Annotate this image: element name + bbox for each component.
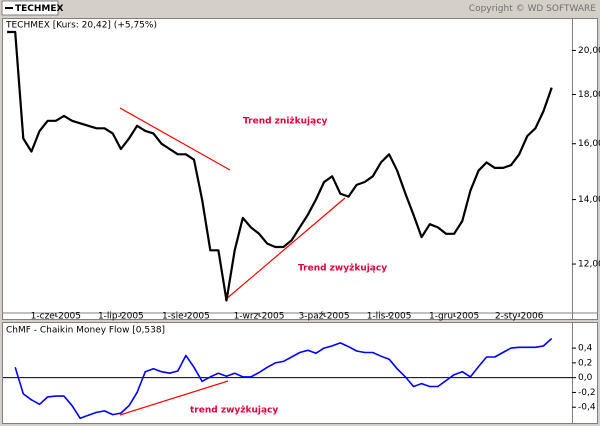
x-tick-label: 1-sie-2005: [162, 312, 210, 322]
panel-title: ChMF - Chaikin Money Flow [0,538]: [6, 326, 165, 336]
trend-line: [224, 197, 346, 301]
data-line: [14, 337, 553, 420]
tab-label[interactable]: TECHMEX: [15, 4, 64, 14]
y-tick-label: 0,4: [578, 344, 593, 354]
y-tick-label: -0,4: [578, 403, 596, 413]
x-tick-label: 1-cze-2005: [31, 312, 81, 322]
x-tick-label: 2-sty-2006: [495, 312, 544, 322]
trend-line: [119, 107, 231, 171]
annotation: Trend zwyżkujący: [298, 264, 387, 274]
tab[interactable]: [1, 0, 59, 16]
panel-title: TECHMEX [Kurs: 20,42] (+5,75%): [5, 21, 157, 31]
y-tick-label: 14,00: [578, 195, 600, 205]
x-tick-label: 1-lis-2005: [367, 312, 412, 322]
price-panel: [2, 18, 598, 320]
trend-line: [119, 380, 229, 416]
y-tick-label: 0,0: [578, 373, 593, 383]
y-tick-label: -0,2: [578, 388, 596, 398]
data-line: [7, 30, 553, 302]
y-tick-label: 16,00: [578, 139, 600, 149]
x-tick-label: 1-lip-2005: [98, 312, 144, 322]
copyright: Copyright © WD SOFTWARE: [469, 4, 597, 14]
indicator-panel: [2, 322, 598, 424]
x-tick-label: 1-gru-2005: [429, 312, 479, 322]
x-tick-label: 3-paź-2005: [299, 312, 350, 322]
y-tick-label: 20,00: [578, 46, 600, 56]
y-tick-label: 18,00: [578, 90, 600, 100]
y-tick-label: 0,2: [578, 358, 592, 368]
annotation: Trend zniżkujący: [243, 117, 328, 127]
y-tick-label: 12,00: [578, 260, 600, 270]
x-tick-label: 1-wrz-2005: [234, 312, 285, 322]
annotation: trend zwyżkujący: [190, 406, 278, 416]
